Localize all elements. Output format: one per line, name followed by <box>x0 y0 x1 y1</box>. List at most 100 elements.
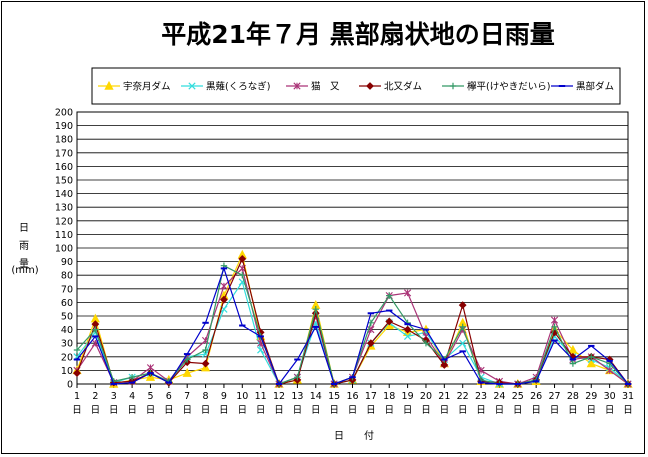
x-tick-suffix: 日 <box>623 405 633 416</box>
x-tick-label: 4 <box>129 391 135 402</box>
x-tick-label: 6 <box>166 391 172 402</box>
x-tick-label: 16 <box>346 391 358 402</box>
x-tick-label: 19 <box>402 391 414 402</box>
data-point <box>220 295 228 304</box>
x-tick-suffix: 日 <box>384 405 394 416</box>
series-layer <box>72 249 633 388</box>
data-point <box>385 317 394 326</box>
y-tick-label: 180 <box>55 135 73 146</box>
x-tick-suffix: 日 <box>440 405 450 416</box>
y-tick-label: 40 <box>61 325 73 336</box>
data-point <box>182 368 192 377</box>
series-1 <box>72 249 633 388</box>
x-tick-label: 25 <box>512 391 524 402</box>
legend-label: 北又ダム <box>384 81 422 93</box>
x-tick-suffix: 日 <box>127 405 137 416</box>
legend-swatch-marker <box>366 82 374 90</box>
legend-entry: 猫 又 <box>286 81 340 93</box>
legend-entry: 北又ダム <box>359 81 422 93</box>
y-tick-label: 20 <box>61 352 73 363</box>
x-tick-suffix: 日 <box>109 405 119 416</box>
x-tick-label: 15 <box>328 391 340 402</box>
x-tick-suffix: 日 <box>256 405 266 416</box>
y-tick-label: 200 <box>55 108 73 119</box>
data-point <box>312 306 319 313</box>
series-line <box>76 280 629 385</box>
legend-entry: 欅平(けやきだいら) <box>442 82 550 93</box>
y-tick-label: 90 <box>61 257 73 268</box>
data-point <box>202 346 209 354</box>
data-point <box>220 282 228 290</box>
series-line <box>76 266 629 386</box>
x-tick-label: 31 <box>622 391 634 402</box>
x-tick-label: 23 <box>475 391 487 402</box>
x-tick-label: 7 <box>184 391 190 402</box>
x-tick-label: 14 <box>310 391 322 402</box>
x-tick-suffix: 日 <box>219 405 229 416</box>
data-point <box>551 323 558 331</box>
x-tick-suffix: 日 <box>366 405 376 416</box>
y-tick-label: 140 <box>55 189 73 200</box>
y-tick-label: 60 <box>61 298 73 309</box>
x-tick-suffix: 日 <box>329 405 339 416</box>
data-point <box>403 325 412 334</box>
x-tick-suffix: 日 <box>513 405 523 416</box>
data-point <box>201 359 210 368</box>
x-tick-suffix: 日 <box>293 405 303 416</box>
legend-box <box>91 67 621 105</box>
data-point <box>239 272 246 279</box>
data-point <box>404 289 412 297</box>
y-axis-ticks: 0 10 20 30 40 50 60 70 80 90 100 110 120 130 140 150 160… <box>55 108 73 391</box>
y-tick-label: 50 <box>61 312 73 323</box>
x-tick-label: 22 <box>457 391 469 402</box>
chart-title: 平成21年７月 黒部扇状地の日雨量 <box>161 20 555 49</box>
x-tick-label: 18 <box>383 391 395 402</box>
y-tick-label: 0 <box>67 380 73 391</box>
x-tick-suffix: 日 <box>550 405 560 416</box>
grid <box>76 111 629 385</box>
x-tick-suffix: 日 <box>91 405 101 416</box>
data-point <box>459 323 466 331</box>
x-axis-label: 日 付 <box>334 429 374 442</box>
x-tick-label: 5 <box>147 391 153 402</box>
series-line <box>76 257 629 385</box>
y-tick-label: 80 <box>61 271 73 282</box>
x-tick-suffix: 日 <box>531 405 541 416</box>
x-tick-suffix: 日 <box>421 405 431 416</box>
series-6 <box>73 266 632 386</box>
series-line <box>76 264 629 385</box>
y-tick-label: 170 <box>55 148 73 159</box>
data-point <box>128 374 136 381</box>
legend-label: 黒薙(くろなぎ) <box>206 81 270 93</box>
legend: 宇奈月ダム 黒薙(くろなぎ) 猫 又 北又ダム 欅平(けやきだいら) 黒部ダム <box>91 67 621 105</box>
x-tick-label: 2 <box>92 391 98 402</box>
y-axis-label-char: 日 <box>19 223 29 234</box>
data-point <box>550 316 559 324</box>
y-axis-label: 日雨量 <box>19 223 29 270</box>
data-point <box>440 361 449 369</box>
legend-entry: 黒部ダム <box>551 81 614 93</box>
x-tick-suffix: 日 <box>146 405 156 416</box>
x-tick-label: 10 <box>236 391 248 402</box>
x-tick-label: 17 <box>365 391 377 402</box>
x-tick-label: 3 <box>111 391 117 402</box>
x-tick-suffix: 日 <box>182 405 192 416</box>
y-tick-label: 160 <box>55 162 73 173</box>
data-point <box>73 346 81 354</box>
x-tick-label: 27 <box>548 391 560 402</box>
legend-swatch-marker <box>104 80 114 90</box>
data-point <box>569 360 577 367</box>
x-tick-label: 12 <box>273 391 285 402</box>
x-tick-label: 8 <box>203 391 209 402</box>
data-point <box>422 340 430 347</box>
y-axis-unit: (mm) <box>11 265 38 276</box>
data-point <box>386 292 393 299</box>
y-tick-label: 30 <box>61 339 73 350</box>
series-line <box>76 252 629 385</box>
data-point <box>606 366 614 374</box>
x-tick-suffix: 日 <box>476 405 486 416</box>
x-tick-suffix: 日 <box>458 405 468 416</box>
x-tick-label: 20 <box>420 391 432 402</box>
